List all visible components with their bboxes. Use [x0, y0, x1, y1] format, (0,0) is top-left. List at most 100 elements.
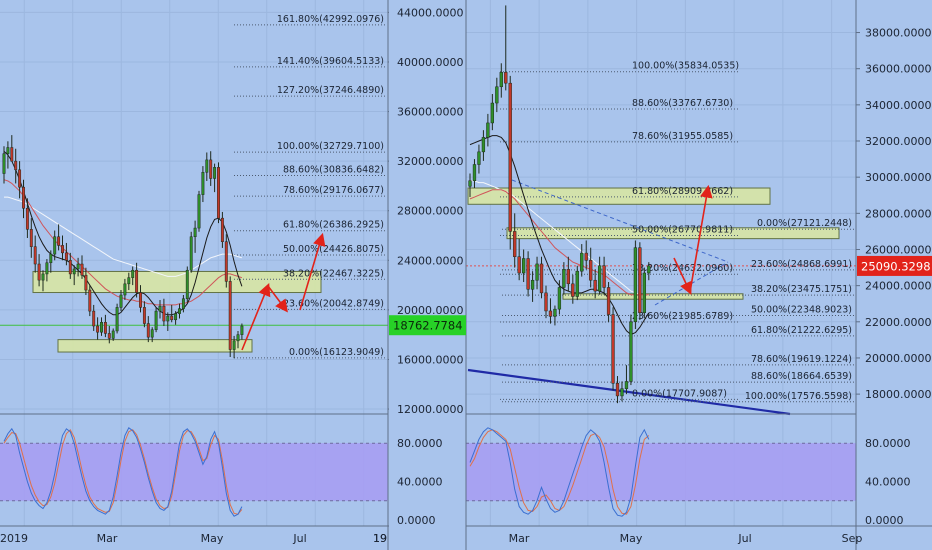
- fib-level-label: 161.80%(42992.0976): [277, 14, 384, 25]
- price-tick-label: 18000.0000: [865, 388, 931, 401]
- fib-level-label: 0.00%(16123.9049): [289, 347, 384, 358]
- candle-body: [205, 159, 209, 173]
- projection-drawings[interactable]: [241, 184, 713, 351]
- candle-body: [166, 315, 170, 322]
- price-tick-label: 22000.0000: [865, 316, 931, 329]
- candle-body: [22, 186, 25, 209]
- candle-body: [571, 283, 575, 297]
- candle-body: [33, 246, 37, 265]
- candle-body: [486, 122, 490, 138]
- candle-body: [606, 287, 611, 315]
- candle-body: [76, 263, 80, 270]
- candle-body: [123, 283, 127, 296]
- oscillator-tick-label: 0.0000: [397, 514, 436, 527]
- price-tick-label: 20000.0000: [397, 304, 463, 317]
- candle-body: [6, 147, 10, 154]
- candle-body: [240, 325, 244, 335]
- candle-body: [629, 321, 633, 382]
- right-candles[interactable]: [468, 5, 651, 404]
- oscillator-tick-label: 40.0000: [397, 476, 443, 489]
- price-tags: 18762.7784 25090.3298: [389, 255, 932, 336]
- triangle-upper-line: [511, 179, 729, 263]
- fib-level-label: 61.80%(26386.2925): [283, 220, 384, 231]
- time-tick-label: Sep: [842, 532, 863, 545]
- candle-body: [139, 292, 142, 308]
- candle-body: [553, 308, 557, 317]
- fib-level-label: 61.80%(28909.8662): [632, 186, 733, 197]
- fib-level-label: 50.00%(24426.8075): [283, 244, 384, 255]
- time-tick-label: Jul: [292, 532, 306, 545]
- time-tick-label: 19: [373, 532, 387, 545]
- fib-level-label: 38.20%(23475.1751): [751, 284, 852, 295]
- price-tick-label: 28000.0000: [397, 205, 463, 218]
- ma-slow-line: [470, 180, 649, 296]
- candle-body: [499, 72, 503, 88]
- candle-body: [224, 241, 228, 282]
- candle-body: [562, 269, 566, 288]
- left-fibonacci-levels[interactable]: 161.80%(42992.0976) 141.40%(39604.5133) 12…: [234, 14, 386, 359]
- candle-body: [633, 247, 638, 323]
- candle-body: [80, 263, 84, 276]
- candle-body: [181, 298, 185, 309]
- ma-fast-line: [3, 150, 243, 316]
- right-support-resistance-zones[interactable]: [466, 179, 856, 416]
- candle-body: [642, 272, 646, 314]
- candle-body: [624, 381, 629, 389]
- panel-gap: [389, 0, 466, 550]
- current-price-label-left: 18762.7784: [393, 319, 463, 333]
- oscillator-tick-label: 0.0000: [865, 514, 904, 527]
- resistance-zone: [32, 270, 322, 294]
- right-grid: [466, 0, 856, 526]
- candle-body: [189, 236, 193, 271]
- candle-body: [72, 268, 76, 275]
- right-fibonacci-levels[interactable]: 100.00%(35834.0535) 88.60%(33767.6730) 78.…: [500, 61, 854, 403]
- time-tick-label: May: [201, 532, 224, 545]
- candle-body: [178, 308, 181, 314]
- fib-level-label: 23.60%(21985.6789): [632, 311, 733, 322]
- candle-body: [92, 310, 96, 327]
- oscillator-k-line: [469, 427, 650, 517]
- descending-trend-line: [467, 368, 791, 416]
- candle-body: [513, 231, 517, 257]
- candle-body: [557, 287, 562, 310]
- fib-level-label: 88.60%(18664.6539): [751, 371, 852, 382]
- fib-level-label: 61.80%(21222.6295): [751, 325, 852, 336]
- candle-body: [197, 194, 201, 229]
- price-tick-label: 30000.0000: [865, 171, 931, 184]
- oscillator-k-line: [3, 427, 243, 517]
- oscillator-d-line: [3, 428, 243, 515]
- candle-body: [14, 160, 18, 171]
- candle-body: [150, 329, 154, 338]
- candle-body: [526, 258, 530, 290]
- candle-body: [41, 273, 45, 281]
- candle-body: [530, 279, 535, 290]
- left-support-resistance-zones[interactable]: [0, 270, 388, 353]
- ma-mid-line: [3, 179, 243, 306]
- candle-body: [495, 86, 499, 104]
- left-candles[interactable]: [2, 135, 244, 359]
- price-tick-label: 20000.0000: [865, 352, 931, 365]
- price-tick-label: 40000.0000: [397, 56, 463, 69]
- fib-level-label: 78.60%(19619.1224): [751, 354, 852, 365]
- candle-body: [209, 159, 213, 179]
- oscillator-tick-label: 80.0000: [865, 437, 911, 450]
- candle-body: [2, 153, 6, 174]
- candle-body: [25, 207, 29, 230]
- price-tick-label: 38000.0000: [865, 27, 931, 40]
- oscillator-band: [0, 443, 388, 501]
- fib-level-label: 127.20%(37246.4890): [277, 85, 384, 96]
- candle-body: [504, 72, 508, 84]
- candle-body: [232, 340, 236, 350]
- fib-level-label: 100.00%(32729.7100): [277, 141, 384, 152]
- projection-arrow-up: [241, 283, 271, 351]
- candle-body: [61, 245, 64, 254]
- left-stochastic-oscillator: [0, 413, 388, 517]
- fib-level-label: 88.60%(30836.6482): [283, 165, 384, 176]
- candle-body: [64, 252, 68, 261]
- projection-arrow-up: [689, 184, 713, 293]
- time-tick-label: Jul: [737, 532, 751, 545]
- candle-body: [602, 265, 606, 288]
- right-stochastic-oscillator: [466, 413, 856, 517]
- candle-body: [490, 102, 495, 124]
